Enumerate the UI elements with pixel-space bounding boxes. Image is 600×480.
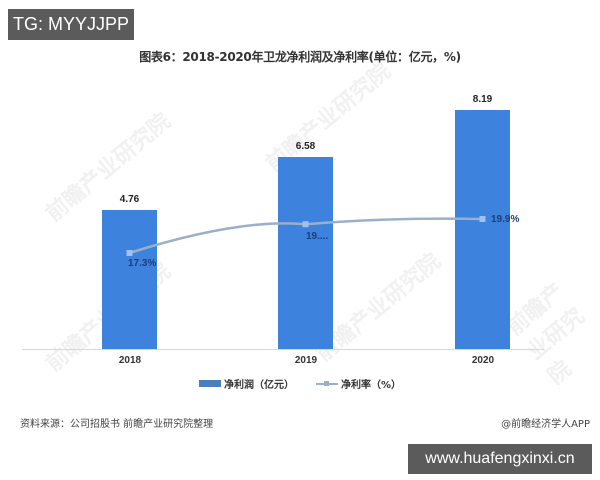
line-swatch-icon	[315, 380, 338, 388]
legend-label-net-margin: 净利率（%）	[340, 380, 402, 391]
bar-value-label-2019: 6.58	[295, 140, 316, 152]
chart-legend: 净利润（亿元） 净利率（%）	[0, 376, 600, 391]
data-source-note: 资料来源：公司招股书 前瞻产业研究院整理	[20, 419, 214, 430]
top-watermark-tag: TG: MYYJJPP	[8, 9, 134, 40]
line-value-label-2020: 19.9%	[491, 214, 520, 225]
bar-swatch-icon	[198, 380, 221, 387]
bar-2019	[278, 156, 333, 349]
line-value-label-2019: 19....	[306, 231, 329, 242]
x-tick-2020: 2020	[471, 355, 495, 366]
bar-2020	[455, 109, 510, 349]
x-axis-line	[22, 349, 544, 350]
legend-item-net-margin: 净利率（%）	[315, 376, 402, 391]
line-value-label-2018: 17.3%	[128, 258, 157, 269]
publisher-credit: @前瞻经济学人APP	[501, 419, 590, 430]
bar-2018	[102, 210, 157, 349]
bar-value-label-2020: 8.19	[472, 93, 493, 105]
chart-title: 图表6：2018-2020年卫龙净利润及净利率(单位：亿元，%)	[139, 50, 461, 64]
bottom-watermark-tag: www.huafengxinxi.cn	[408, 444, 592, 474]
legend-label-net-profit: 净利润（亿元）	[223, 380, 294, 391]
x-tick-2019: 2019	[294, 355, 318, 366]
x-tick-2018: 2018	[118, 355, 142, 366]
bar-value-label-2018: 4.76	[119, 194, 140, 205]
legend-item-net-profit: 净利润（亿元）	[198, 376, 294, 391]
